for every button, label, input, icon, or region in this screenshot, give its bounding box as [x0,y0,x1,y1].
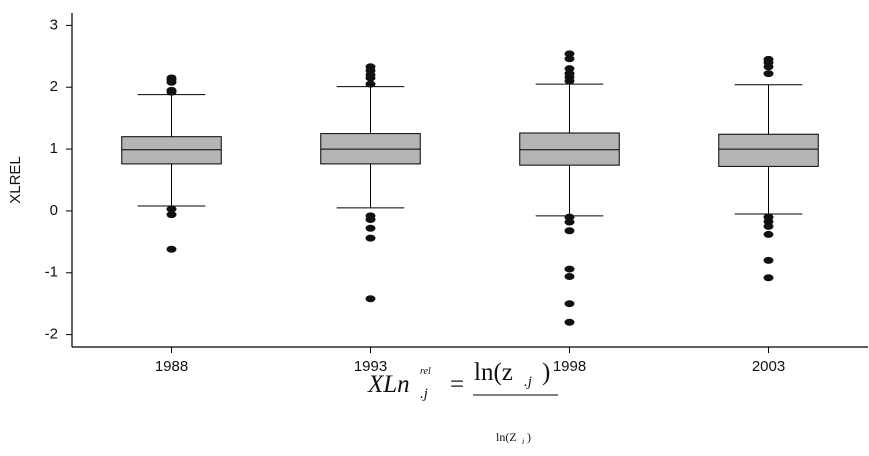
outlier [564,77,575,85]
denominator-sub: i [522,437,524,446]
outlier [365,295,376,303]
x-tick-label: 2003 [752,358,785,375]
formula-lhs: XLn [367,371,410,398]
box [718,133,819,167]
outlier [166,78,177,86]
numerator: ln(z [474,359,513,386]
box [121,136,222,165]
box [519,132,620,166]
denominator-close: ) [527,430,531,444]
outlier [763,274,774,282]
y-axis-label: XLREL [7,156,24,204]
y-tick-label: -2 [45,326,58,343]
y-tick-label: 0 [50,202,58,219]
y-tick-label: 1 [50,140,58,157]
formula-sup: rel [420,366,431,377]
y-tick-label: -1 [45,264,58,281]
x-axis-label: XLn rel .j = ln(z .j ) ln(Z i ) [367,359,558,446]
x-tick-label: 1998 [553,358,586,375]
y-tick-label: 3 [50,16,58,33]
formula-sub: .j [420,386,428,402]
outlier [763,217,774,225]
outlier [564,227,575,235]
outlier [564,50,575,58]
outlier [564,300,575,308]
numerator-close: ) [542,359,550,386]
outlier [564,272,575,280]
outlier [763,70,774,78]
outlier [166,245,177,253]
outlier [763,256,774,264]
outlier [564,213,575,221]
outlier [365,216,376,224]
numerator-sub: .j [524,374,532,390]
outlier [365,74,376,82]
outlier [763,63,774,71]
outlier [365,234,376,242]
outlier [166,205,177,213]
outlier [166,211,177,219]
outlier [564,218,575,226]
formula-eq: = [450,371,464,398]
outlier [564,318,575,326]
y-tick-label: 2 [50,78,58,95]
outlier [564,65,575,73]
outlier [564,265,575,273]
x-tick-label: 1993 [354,358,387,375]
denominator: ln(Z [496,430,517,444]
outlier [365,80,376,88]
outlier [564,55,575,63]
outlier [763,230,774,238]
outlier [763,222,774,230]
outlier [365,224,376,232]
x-tick-label: 1988 [155,358,188,375]
outlier [166,88,177,96]
